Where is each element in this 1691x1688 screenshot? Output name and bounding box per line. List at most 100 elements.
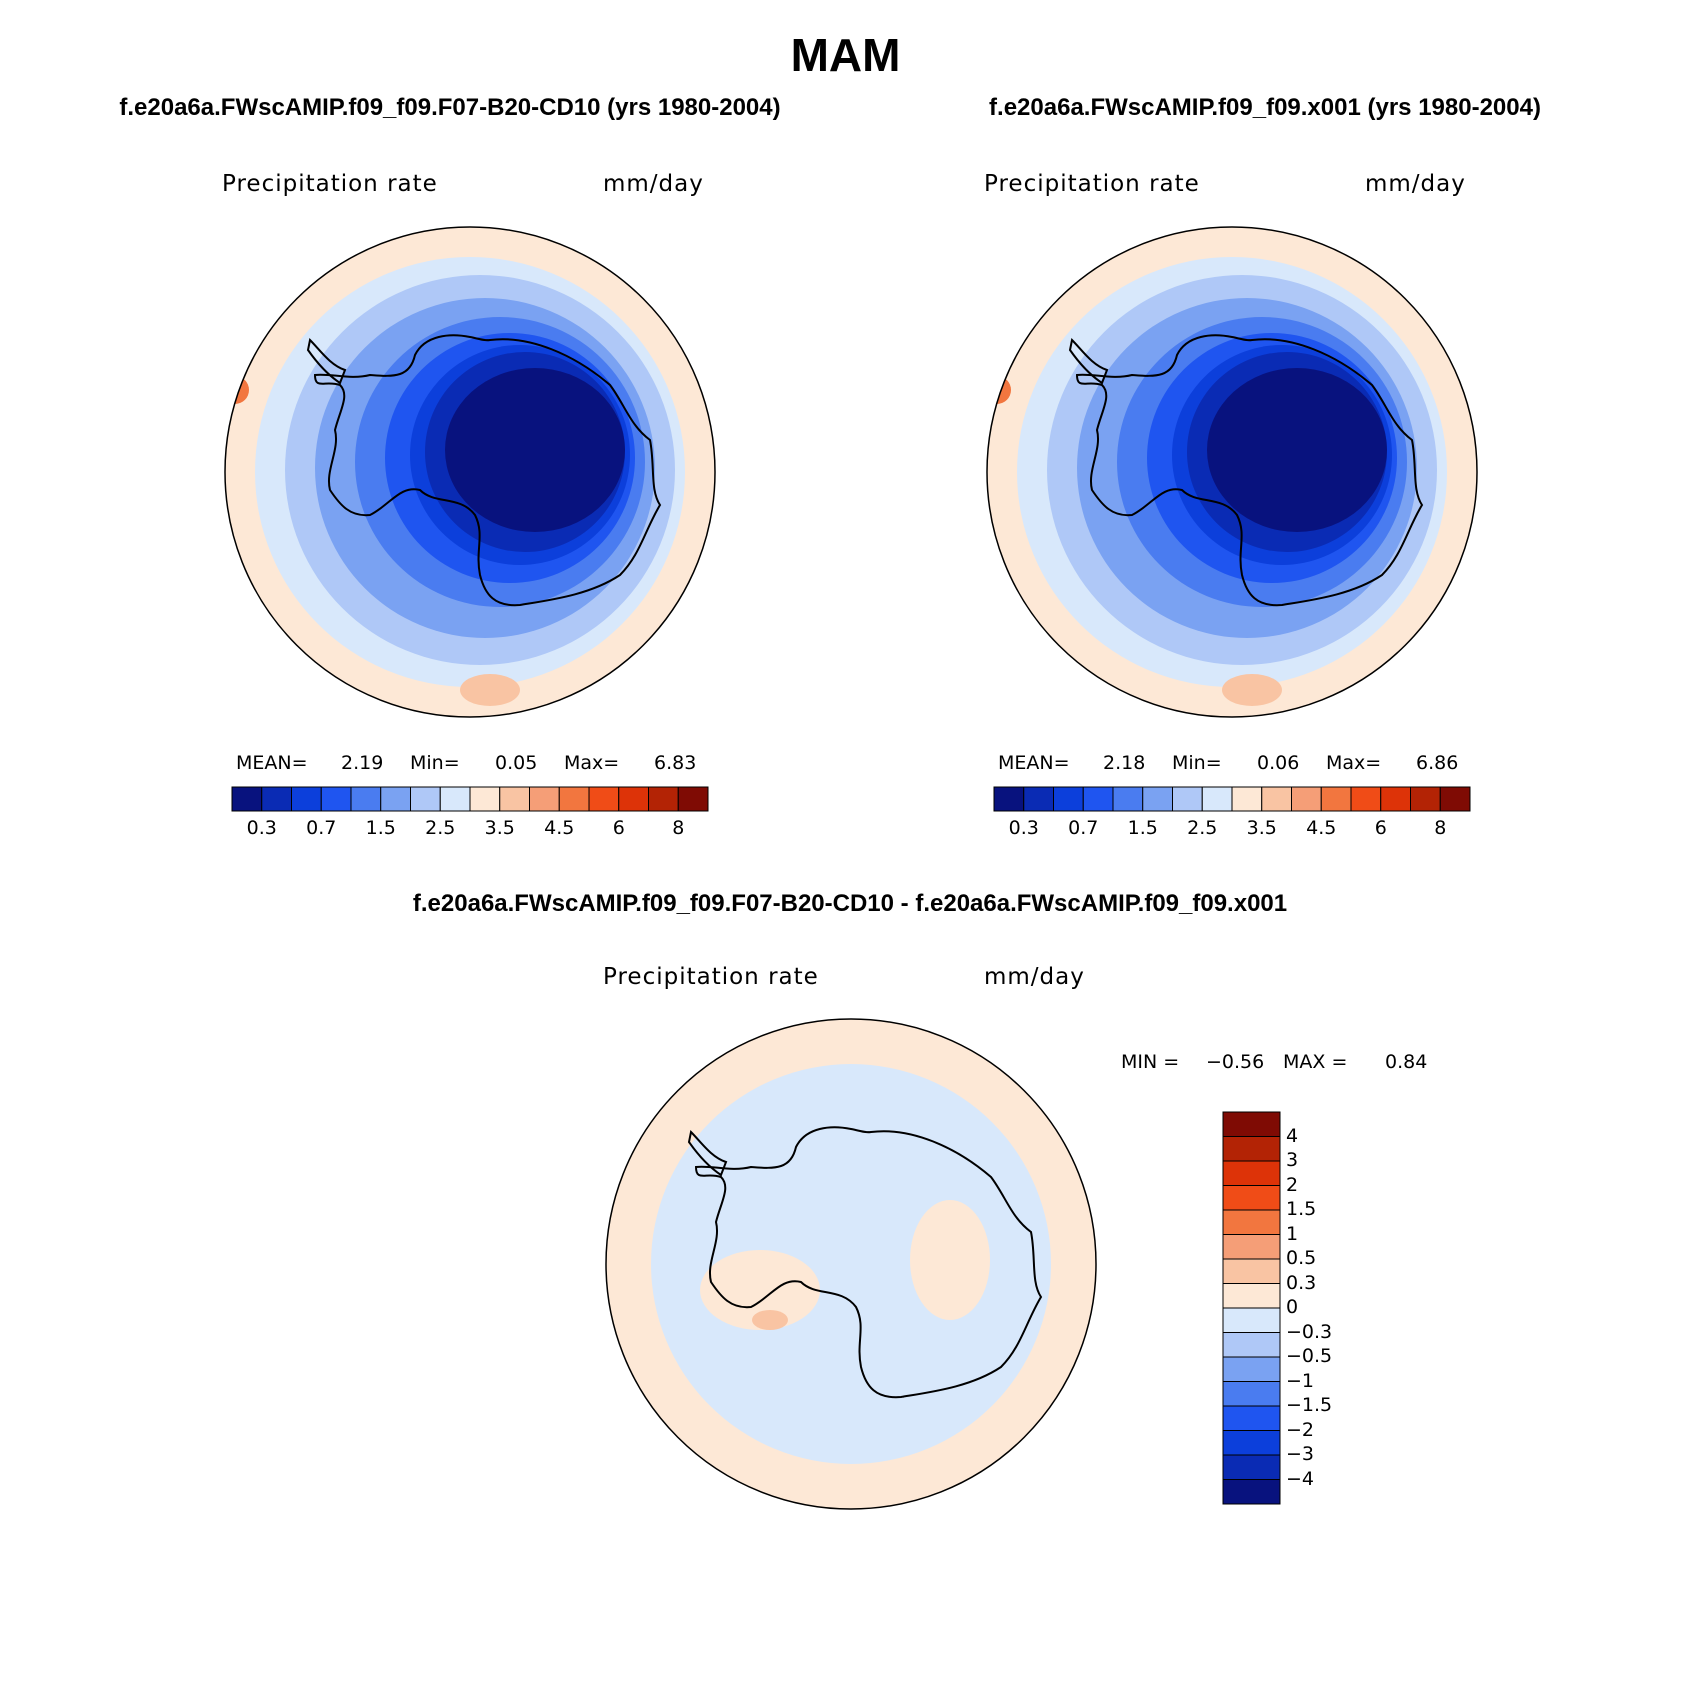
- colorbar-3-swatch: [1222, 1430, 1281, 1456]
- colorbar-2-tick-label: 8: [1434, 817, 1447, 839]
- colorbar-1-swatch: [261, 786, 292, 812]
- colorbar-1-swatch: [677, 786, 709, 812]
- colorbar-2-tick-label: 1.5: [1127, 817, 1158, 839]
- colorbar-1-swatch: [231, 786, 263, 812]
- colorbar-3-swatch: [1222, 1160, 1281, 1186]
- colorbar-2-swatch: [1261, 786, 1292, 812]
- panel-2-min-label: Min=: [1172, 752, 1222, 774]
- colorbar-3-swatch: [1222, 1356, 1281, 1382]
- panel-2-variable-label: Precipitation rate: [984, 171, 1200, 197]
- colorbar-1-swatch: [618, 786, 649, 812]
- colorbar-3-tick-label: −3: [1286, 1443, 1315, 1465]
- map-3-background: [606, 1019, 1096, 1509]
- colorbar-2-swatch: [1201, 786, 1233, 812]
- colorbar-2-swatch: [1053, 786, 1084, 812]
- colorbar-2-swatch: [993, 786, 1025, 812]
- colorbar-2-tick-label: 3.5: [1246, 817, 1277, 839]
- colorbar-1-tick-label: 6: [612, 817, 625, 839]
- colorbar-3-tick-label: 0.5: [1286, 1247, 1317, 1269]
- colorbar-3-tick-label: 0: [1286, 1296, 1299, 1318]
- colorbar-3-tick-label: −0.3: [1286, 1320, 1333, 1343]
- colorbar-3-swatch: [1222, 1405, 1281, 1431]
- colorbar-1-tick-label: 0.7: [306, 817, 337, 839]
- colorbar-3-swatch: [1222, 1209, 1281, 1235]
- panel-1-mean-label: MEAN=: [236, 752, 308, 774]
- colorbar-1-tick-label: 2.5: [425, 817, 456, 839]
- colorbar-3-swatch: [1222, 1454, 1281, 1480]
- colorbar-3-swatch: [1222, 1234, 1281, 1260]
- colorbar-1-swatch: [291, 786, 322, 812]
- colorbar-1-swatch: [350, 786, 382, 812]
- colorbar-1-swatch: [648, 786, 679, 812]
- colorbar-3-tick-label: 4: [1286, 1124, 1299, 1147]
- colorbar-2-swatch: [1439, 786, 1471, 812]
- colorbar-3-tick-label: −1: [1286, 1369, 1315, 1392]
- colorbar-2-swatch: [1231, 786, 1263, 812]
- colorbar-3-swatch: [1222, 1381, 1281, 1407]
- colorbar-2-tick-label: 0.7: [1068, 817, 1099, 839]
- panel-2-title: f.e20a6a.FWscAMIP.f09_f09.x001 (yrs 1980…: [989, 94, 1541, 121]
- colorbar-1-swatch: [410, 786, 441, 812]
- colorbar-1-tick-label: 4.5: [544, 817, 575, 839]
- panel-3-min-value: −0.56: [1206, 1051, 1265, 1073]
- colorbar-2-swatch: [1112, 786, 1144, 812]
- panel-3-variable-label: Precipitation rate: [603, 964, 819, 990]
- panel-1-max-label: Max=: [564, 752, 620, 774]
- panel-2-mean-value: 2.18: [1103, 752, 1146, 774]
- colorbar-1-swatch: [588, 786, 620, 812]
- colorbar-1-tick-label: 0.3: [246, 817, 277, 839]
- map-1-background: [225, 227, 715, 717]
- colorbar-3-tick-label: 1: [1286, 1222, 1299, 1245]
- panel-1-units-label: mm/day: [603, 171, 704, 197]
- colorbar-1-swatch: [469, 786, 501, 812]
- panel-1-variable-label: Precipitation rate: [222, 171, 438, 197]
- colorbar-3-swatch: [1222, 1307, 1281, 1333]
- panel-2-units-label: mm/day: [1365, 171, 1466, 197]
- colorbar-3-swatch: [1222, 1283, 1281, 1309]
- colorbar-3-tick-label: 3: [1286, 1149, 1299, 1171]
- colorbar-3-tick-label: 0.3: [1286, 1271, 1317, 1294]
- colorbar-panel-1: [231, 786, 709, 812]
- colorbar-2-swatch: [1142, 786, 1173, 812]
- colorbar-2-tick-label: 0.3: [1008, 817, 1039, 839]
- colorbar-2-swatch: [1410, 786, 1441, 812]
- panel-1-max-value: 6.83: [654, 752, 697, 774]
- colorbar-1-swatch: [320, 786, 352, 812]
- colorbar-1-swatch: [380, 786, 411, 812]
- colorbar-2-swatch: [1291, 786, 1322, 812]
- map-3-frame: [605, 1018, 1097, 1510]
- colorbar-3-swatch: [1222, 1111, 1281, 1137]
- colorbar-1-swatch: [499, 786, 530, 812]
- panel-2-mean-label: MEAN=: [998, 752, 1070, 774]
- colorbar-1-swatch: [558, 786, 590, 812]
- panel-1-min-value: 0.05: [495, 752, 538, 774]
- colorbar-3-tick-label: 2: [1286, 1173, 1299, 1196]
- panel-2-max-value: 6.86: [1416, 752, 1459, 774]
- panel-2-max-label: Max=: [1326, 752, 1382, 774]
- panel-1-title: f.e20a6a.FWscAMIP.f09_f09.F07-B20-CD10 (…: [119, 94, 781, 121]
- panel-3-max-value: 0.84: [1385, 1051, 1428, 1073]
- map-1-frame: [224, 226, 716, 718]
- colorbar-3-swatch: [1222, 1185, 1281, 1211]
- map-2-frame: [986, 226, 1478, 718]
- colorbar-3-swatch: [1222, 1479, 1281, 1505]
- panel-3-min-label: MIN =: [1121, 1051, 1180, 1073]
- colorbar-2-swatch: [1082, 786, 1114, 812]
- colorbar-2-tick-label: 6: [1374, 817, 1387, 839]
- colorbar-3-tick-label: −0.5: [1286, 1345, 1333, 1367]
- panel-3-title: f.e20a6a.FWscAMIP.f09_f09.F07-B20-CD10 -…: [412, 890, 1288, 917]
- colorbar-1-swatch: [439, 786, 471, 812]
- panel-2-min-value: 0.06: [1257, 752, 1300, 774]
- colorbar-panel-3: [1222, 1111, 1281, 1505]
- colorbar-2-swatch: [1172, 786, 1203, 812]
- colorbar-2-swatch: [1320, 786, 1352, 812]
- colorbar-3-swatch: [1222, 1258, 1281, 1284]
- colorbar-3-tick-label: −4: [1286, 1467, 1315, 1490]
- colorbar-1-swatch: [529, 786, 560, 812]
- colorbar-3-tick-label: −2: [1286, 1418, 1315, 1441]
- colorbar-2-swatch: [1023, 786, 1054, 812]
- colorbar-2-tick-label: 2.5: [1187, 817, 1218, 839]
- colorbar-3-tick-label: 1.5: [1286, 1198, 1317, 1220]
- panel-3-max-label: MAX =: [1283, 1051, 1348, 1073]
- colorbar-1-tick-label: 8: [672, 817, 685, 839]
